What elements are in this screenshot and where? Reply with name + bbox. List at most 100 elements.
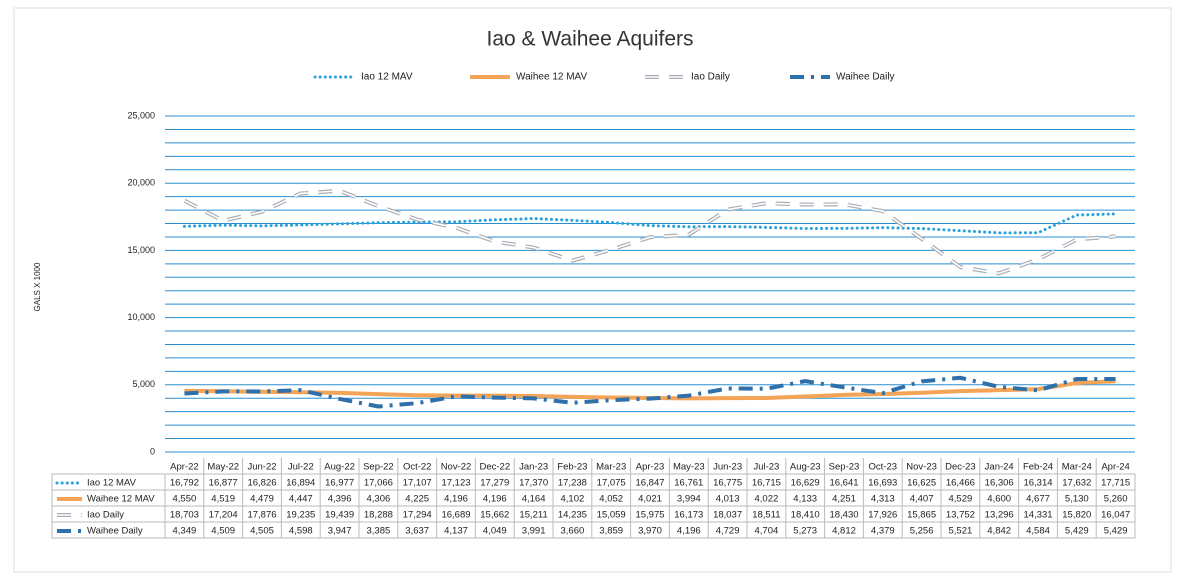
table-cell: 4,704: [755, 526, 779, 537]
table-cell: 18,288: [364, 510, 393, 521]
table-cell: 5,429: [1065, 526, 1089, 537]
table-cell: 5,521: [949, 526, 973, 537]
x-tick-label: Nov-22: [441, 462, 472, 473]
table-cell: 4,598: [289, 526, 313, 537]
table-cell: 17,279: [480, 478, 509, 489]
table-cell: 3,970: [638, 526, 662, 537]
table-cell: 16,792: [170, 478, 199, 489]
x-tick-label: Apr-23: [636, 462, 665, 473]
x-tick-label: Jun-22: [247, 462, 276, 473]
table-cell: 17,075: [597, 478, 626, 489]
table-cell: 5,130: [1065, 494, 1089, 505]
x-tick-label: Dec-23: [945, 462, 976, 473]
table-cell: 4,584: [1026, 526, 1050, 537]
y-axis-label: GALS X 1000: [33, 262, 42, 311]
table-cell: 17,715: [1101, 478, 1130, 489]
x-tick-label: Dec-22: [479, 462, 510, 473]
table-cell: 17,926: [868, 510, 897, 521]
table-cell: 19,235: [286, 510, 315, 521]
table-cell: 4,509: [211, 526, 235, 537]
table-cell: 3,385: [367, 526, 391, 537]
x-tick-label: May-23: [673, 462, 705, 473]
table-cell: 19,439: [325, 510, 354, 521]
x-tick-label: Feb-24: [1023, 462, 1053, 473]
table-cell: 13,296: [985, 510, 1014, 521]
y-tick-label: 25,000: [127, 110, 155, 120]
x-tick-label: Mar-23: [596, 462, 626, 473]
table-cell: 5,429: [1104, 526, 1128, 537]
table-cell: 16,641: [829, 478, 858, 489]
table-cell: 4,196: [444, 494, 468, 505]
table-cell: 17,632: [1062, 478, 1091, 489]
table-cell: 4,306: [367, 494, 391, 505]
table-cell: 17,066: [364, 478, 393, 489]
table-cell: 16,047: [1101, 510, 1130, 521]
table-cell: 15,662: [480, 510, 509, 521]
table-cell: 4,479: [250, 494, 274, 505]
table-cell: 4,013: [716, 494, 740, 505]
table-cell: 4,251: [832, 494, 856, 505]
table-cell: 4,447: [289, 494, 313, 505]
x-tick-label: Apr-24: [1101, 462, 1130, 473]
table-cell: 5,260: [1104, 494, 1128, 505]
x-tick-label: Sep-22: [363, 462, 394, 473]
x-tick-label: Oct-23: [869, 462, 898, 473]
series-line: [182, 212, 1118, 235]
x-tick-label: Apr-22: [170, 462, 199, 473]
table-cell: 16,877: [209, 478, 238, 489]
table-row-header: Iao 12 MAV: [87, 478, 137, 489]
table-cell: 17,123: [441, 478, 470, 489]
table-cell: 16,715: [752, 478, 781, 489]
x-tick-label: Jan-24: [985, 462, 1014, 473]
table-cell: 17,876: [247, 510, 276, 521]
table-cell: 4,505: [250, 526, 274, 537]
table-cell: 18,037: [713, 510, 742, 521]
table-cell: 4,677: [1026, 494, 1050, 505]
y-tick-label: 5,000: [132, 379, 155, 389]
y-tick-label: 0: [150, 446, 155, 456]
table-cell: 15,059: [597, 510, 626, 521]
x-tick-label: Aug-22: [324, 462, 355, 473]
table-cell: 16,173: [674, 510, 703, 521]
table-cell: 4,349: [173, 526, 197, 537]
series-line: [183, 188, 1116, 276]
table-cell: 16,761: [674, 478, 703, 489]
table-cell: 4,600: [987, 494, 1011, 505]
table-cell: 15,820: [1062, 510, 1091, 521]
table-cell: 4,196: [483, 494, 507, 505]
x-tick-label: Nov-23: [906, 462, 937, 473]
table-cell: 4,812: [832, 526, 856, 537]
table-cell: 4,225: [405, 494, 429, 505]
table-cell: 14,331: [1023, 510, 1052, 521]
table-cell: 4,021: [638, 494, 662, 505]
y-tick-label: 15,000: [127, 245, 155, 255]
legend-label: Iao 12 MAV: [361, 72, 413, 83]
table-cell: 4,519: [211, 494, 235, 505]
table-row-header: Waihee 12 MAV: [87, 494, 155, 505]
x-tick-label: Oct-22: [403, 462, 432, 473]
table-cell: 4,196: [677, 526, 701, 537]
table-cell: 13,752: [946, 510, 975, 521]
table-cell: 18,430: [829, 510, 858, 521]
table-cell: 16,693: [868, 478, 897, 489]
table-cell: 4,133: [793, 494, 817, 505]
table-cell: 16,306: [985, 478, 1014, 489]
table-cell: 17,204: [209, 510, 238, 521]
x-tick-label: Jul-23: [753, 462, 779, 473]
table-cell: 3,994: [677, 494, 701, 505]
y-tick-label: 20,000: [127, 178, 155, 188]
table-cell: 15,975: [635, 510, 664, 521]
x-tick-label: Jan-23: [519, 462, 548, 473]
table-cell: 4,729: [716, 526, 740, 537]
table-cell: 18,703: [170, 510, 199, 521]
table-cell: 15,865: [907, 510, 936, 521]
table-cell: 18,410: [791, 510, 820, 521]
table-cell: 3,637: [405, 526, 429, 537]
table-cell: 5,273: [793, 526, 817, 537]
table-cell: 17,294: [403, 510, 432, 521]
table-cell: 16,689: [441, 510, 470, 521]
table-cell: 16,977: [325, 478, 354, 489]
table-cell: 4,313: [871, 494, 895, 505]
legend-label: Waihee Daily: [836, 72, 895, 83]
x-tick-label: May-22: [207, 462, 239, 473]
